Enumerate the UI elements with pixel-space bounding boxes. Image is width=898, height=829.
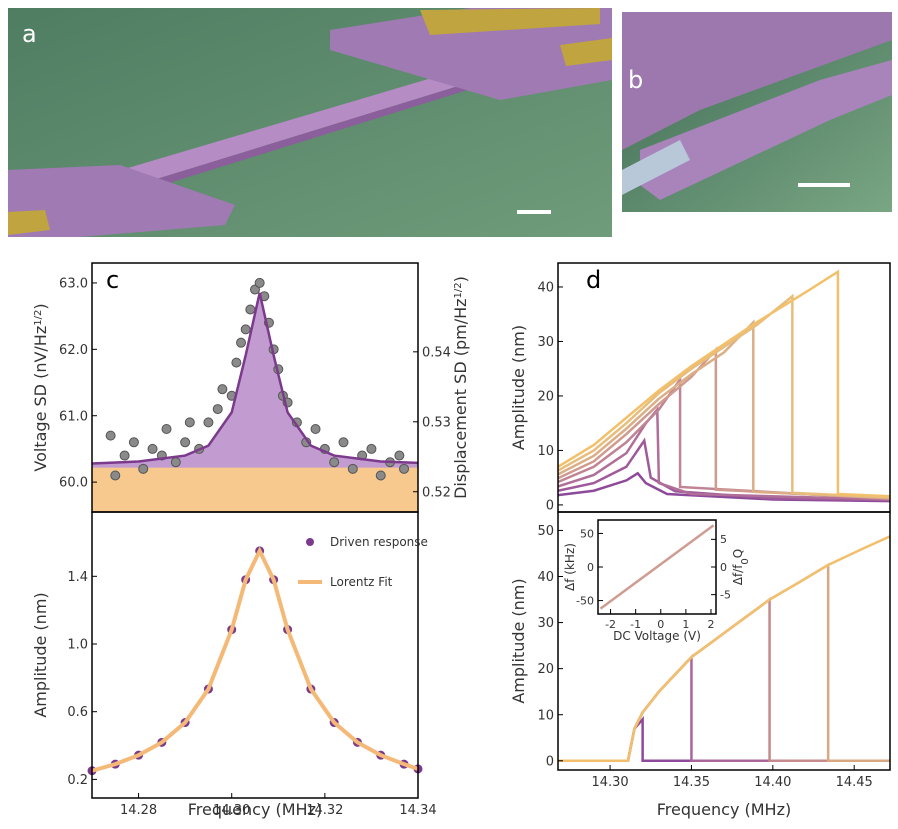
data-point bbox=[376, 471, 385, 480]
data-point bbox=[185, 418, 194, 427]
y-tick-label: 0 bbox=[587, 561, 594, 574]
y-tick-label: 20 bbox=[537, 389, 554, 404]
data-point bbox=[395, 451, 404, 460]
y-tick-label: 62.0 bbox=[59, 343, 88, 358]
y-tick-label: 30 bbox=[537, 616, 554, 631]
y-axis-label-part: Voltage SD (nV/Hz bbox=[31, 326, 50, 472]
data-point bbox=[129, 438, 138, 447]
y2-tick-label: 0.54 bbox=[422, 345, 451, 360]
data-point bbox=[400, 464, 409, 473]
data-point bbox=[139, 464, 148, 473]
y-tick-label: 10 bbox=[537, 708, 554, 723]
data-point bbox=[218, 385, 227, 394]
data-point bbox=[111, 471, 120, 480]
y2-tick-label: 0.53 bbox=[422, 415, 451, 430]
y2-tick-label: 0 bbox=[720, 561, 727, 574]
y-tick-label: 1.0 bbox=[67, 638, 88, 653]
x-axis-label: DC Voltage (V) bbox=[613, 629, 701, 643]
data-line bbox=[558, 322, 890, 497]
data-point bbox=[120, 451, 129, 460]
x-tick-label: 14.30 bbox=[591, 775, 628, 790]
x-tick-label: 14.40 bbox=[754, 775, 791, 790]
y-tick-label: 40 bbox=[537, 281, 554, 296]
data-line bbox=[558, 719, 890, 760]
data-point bbox=[367, 444, 376, 453]
data-point bbox=[204, 418, 213, 427]
y-tick-label: 1.4 bbox=[67, 570, 88, 585]
data-point bbox=[311, 425, 320, 434]
y-tick-label: 60.0 bbox=[59, 476, 88, 491]
x-axis-label: Frequency (MHz) bbox=[657, 800, 791, 819]
data-point bbox=[213, 405, 222, 414]
y2-axis-label-part: ) bbox=[451, 276, 470, 282]
y-tick-label: 0 bbox=[546, 754, 554, 769]
area-fill bbox=[92, 469, 418, 512]
y-tick-label: 50 bbox=[580, 527, 594, 540]
legend-label: Driven response bbox=[330, 535, 428, 549]
y-tick-label: -50 bbox=[576, 594, 594, 607]
y-tick-label: 20 bbox=[537, 662, 554, 677]
y-tick-label: 50 bbox=[537, 524, 554, 539]
x-tick-label: 14.35 bbox=[673, 775, 710, 790]
y-tick-label: 40 bbox=[537, 570, 554, 585]
y-axis-label: Voltage SD (nV/Hz1/2) bbox=[31, 303, 50, 471]
y-tick-label: 30 bbox=[537, 335, 554, 350]
panel-label: c bbox=[106, 266, 119, 294]
data-point bbox=[237, 338, 246, 347]
panel-label: a bbox=[22, 20, 37, 48]
y-tick-label: 0.6 bbox=[67, 705, 88, 720]
y2-tick-label: -5 bbox=[720, 588, 731, 601]
y-tick-label: 0.2 bbox=[67, 773, 88, 788]
sem-image-b: b bbox=[622, 12, 892, 212]
x-tick-label: 14.45 bbox=[836, 775, 873, 790]
y-tick-label: 61.0 bbox=[59, 409, 88, 424]
y2-axis-label-part: Δf/f bbox=[731, 564, 745, 585]
data-point bbox=[232, 358, 241, 367]
y2-axis-label-part: Q bbox=[731, 549, 745, 558]
x-tick-label: 2 bbox=[707, 618, 714, 631]
y2-tick-label: 0.52 bbox=[422, 485, 451, 500]
y2-tick-label: 5 bbox=[720, 533, 727, 546]
y-tick-label: 10 bbox=[537, 444, 554, 459]
data-point bbox=[148, 444, 157, 453]
data-point bbox=[181, 438, 190, 447]
panel-label: b bbox=[628, 66, 643, 94]
y-axis-label: Amplitude (nm) bbox=[509, 578, 528, 703]
y2-axis-label-part: Displacement SD (pm/Hz bbox=[451, 298, 470, 498]
legend-label: Lorentz Fit bbox=[330, 575, 393, 589]
y-axis-label: Amplitude (nm) bbox=[31, 592, 50, 717]
data-line bbox=[558, 272, 890, 496]
data-point bbox=[162, 425, 171, 434]
y-axis-label-part: ) bbox=[31, 303, 50, 309]
data-point bbox=[106, 431, 115, 440]
y2-axis-label: Displacement SD (pm/Hz1/2) bbox=[451, 276, 470, 499]
x-tick-label: 14.34 bbox=[399, 803, 436, 818]
legend-marker bbox=[306, 538, 314, 546]
figure: a b c d 60.0 61.0 62.0 63.0 0.52 0.53 0.54 Volt… bbox=[0, 0, 898, 825]
y2-axis-label-part: 1/2 bbox=[453, 282, 464, 298]
y-tick-label: 63.0 bbox=[59, 276, 88, 291]
plot-frame bbox=[558, 263, 890, 512]
y-axis-label-part: 1/2 bbox=[33, 310, 44, 326]
data-point bbox=[339, 438, 348, 447]
data-line bbox=[558, 657, 890, 761]
sem-image-a: a bbox=[8, 8, 612, 237]
x-axis-label: Frequency (MHz) bbox=[188, 800, 322, 819]
data-point bbox=[330, 458, 339, 467]
data-point bbox=[255, 278, 264, 287]
data-line bbox=[558, 296, 890, 497]
y2-axis-label: Δf/f0Q bbox=[731, 549, 751, 586]
y-axis-label: Amplitude (nm) bbox=[509, 325, 528, 450]
data-point bbox=[246, 305, 255, 314]
y-tick-label: 0 bbox=[546, 498, 554, 513]
data-point bbox=[171, 458, 180, 467]
data-point bbox=[241, 325, 250, 334]
y-axis-label: Δf (kHz) bbox=[563, 543, 577, 591]
data-point bbox=[348, 464, 357, 473]
x-tick-label: 14.28 bbox=[120, 803, 157, 818]
panel-label: d bbox=[586, 266, 601, 294]
